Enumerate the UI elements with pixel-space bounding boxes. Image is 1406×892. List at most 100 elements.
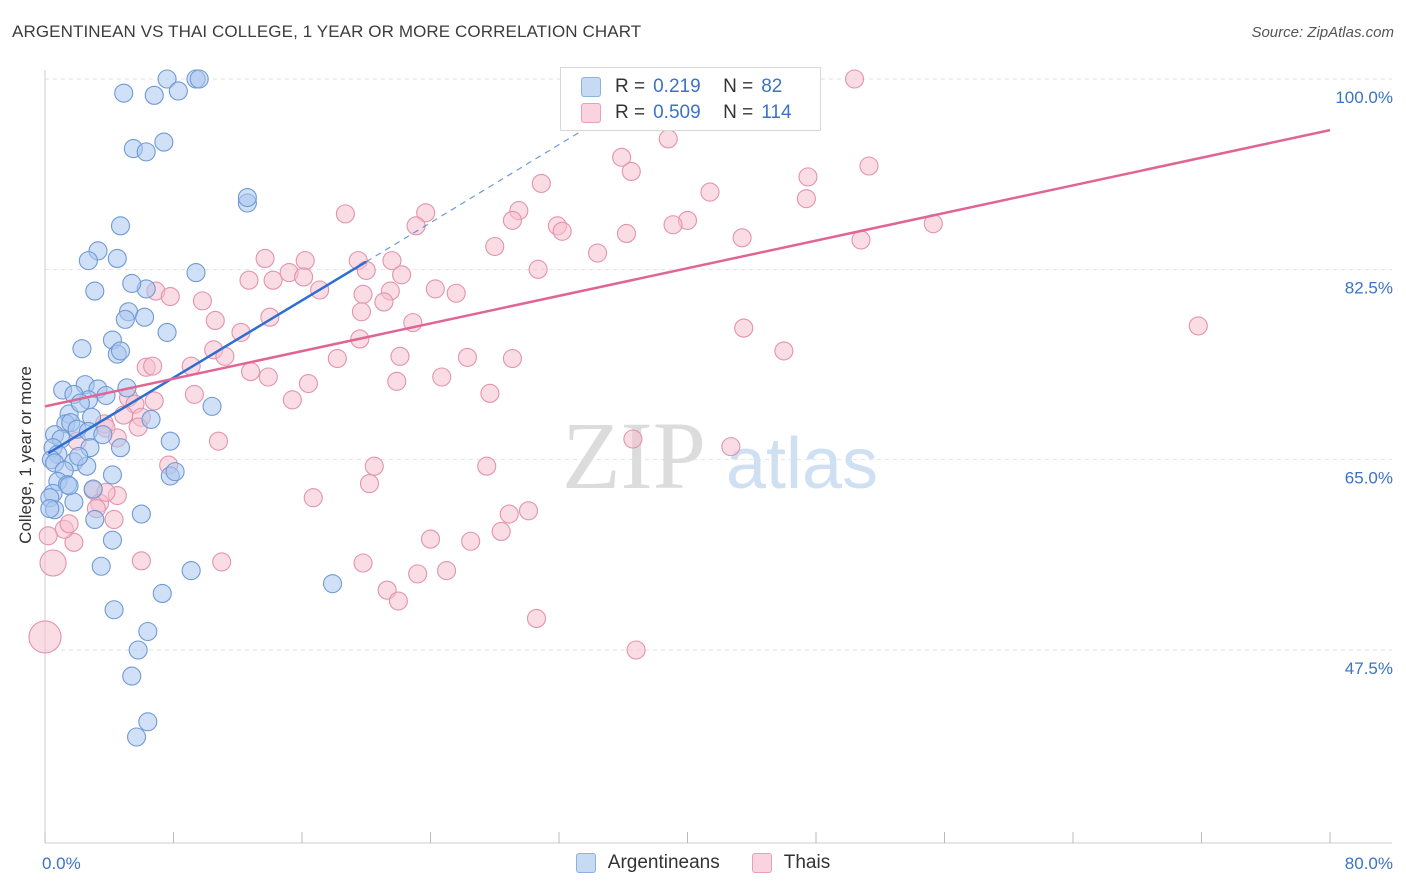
thais-point-18	[616, 223, 637, 243]
argentineans-point-5	[168, 81, 188, 101]
source-label: Source: ZipAtlas.com	[1251, 24, 1394, 41]
thais-point-71	[144, 391, 164, 411]
legend-swatch-thais	[581, 103, 601, 123]
argentineans-point-22	[157, 322, 177, 342]
argentineans-point-77	[40, 499, 60, 519]
argentineans-point-25	[72, 339, 92, 359]
thais-point-45	[351, 302, 371, 322]
argentineans-point-20	[115, 309, 135, 329]
thais-point-44	[205, 310, 225, 331]
thais-point-62	[241, 362, 261, 382]
argentineans-point-78	[59, 476, 79, 496]
thais-point-23	[485, 236, 505, 257]
thais-point-1	[658, 129, 678, 149]
thais-point-92	[518, 501, 539, 521]
argentineans-point-72	[138, 621, 158, 642]
thais-point-43	[192, 291, 212, 311]
argentineans-point-7	[136, 142, 156, 162]
series-name-thais: Thais	[783, 852, 831, 873]
thais-point-57	[457, 347, 477, 367]
thais-point-49	[1188, 316, 1208, 336]
legend-n-label: N =	[723, 76, 754, 97]
thais-point-93	[491, 521, 511, 541]
trend-lines	[44, 90, 1331, 455]
argentineans-point-11	[110, 216, 131, 236]
thais-point-25	[382, 251, 402, 271]
thais-point-97	[212, 552, 232, 572]
thais-point-30	[392, 265, 412, 285]
argentineans-point-8	[154, 132, 174, 152]
thais-point-31	[239, 270, 259, 290]
argentineans-point-73	[128, 640, 148, 660]
thais-point-70	[480, 383, 500, 403]
thais-point-89	[303, 488, 323, 508]
thais-point-26	[295, 251, 315, 271]
thais-point-111	[39, 549, 67, 577]
legend-swatch-argentineans	[581, 77, 601, 97]
axes	[44, 70, 1392, 844]
legend-n-value-thais: 114	[761, 102, 792, 123]
thais-point-84	[477, 456, 497, 476]
thais-point-16	[663, 215, 683, 235]
watermark: ZIP atlas	[562, 402, 878, 509]
thais-point-98	[131, 551, 151, 571]
thais-point-69	[282, 390, 302, 410]
argentineans-point-10	[237, 188, 257, 208]
thais-point-50	[774, 341, 794, 361]
thais-point-109	[626, 640, 646, 660]
thais-point-32	[263, 270, 283, 290]
thais-point-56	[390, 346, 410, 366]
thais-points	[28, 69, 1208, 660]
thais-point-0	[844, 69, 865, 89]
thais-point-83	[364, 456, 384, 476]
argentineans-point-71	[104, 600, 124, 620]
series-legend-argentineans[interactable]: Argentineans	[575, 852, 720, 874]
series-swatch-thais	[751, 853, 772, 873]
thais-point-7	[700, 182, 720, 202]
thais-point-94	[461, 531, 481, 551]
legend-r-value-argentineans: 0.219	[653, 76, 701, 97]
argentineans-point-14	[107, 248, 127, 269]
thais-point-108	[437, 561, 457, 581]
argentineans-point-16	[85, 281, 105, 301]
legend-r-label: R =	[615, 102, 646, 123]
argentineans-point-50	[110, 438, 131, 458]
argentineans-point-0	[157, 69, 177, 89]
thais-point-40	[160, 286, 180, 307]
thais-point-107	[388, 591, 408, 611]
argentineans-point-15	[186, 263, 206, 283]
argentineans-point-65	[85, 509, 105, 530]
thais-point-55	[327, 348, 347, 369]
y-tick-label-2: 65.0%	[1345, 469, 1393, 488]
thais-point-103	[104, 509, 124, 530]
thais-trend-line	[44, 128, 1331, 408]
thais-point-82	[721, 437, 741, 457]
argentineans-point-37	[141, 409, 161, 429]
thais-point-5	[798, 167, 818, 187]
thais-point-67	[184, 384, 204, 404]
series-legend: Argentineans Thais	[0, 852, 1406, 874]
thais-point-12	[502, 210, 522, 230]
thais-point-58	[502, 348, 522, 369]
thais-point-90	[499, 504, 519, 524]
thais-point-28	[528, 259, 548, 279]
argentineans-point-76	[127, 727, 147, 747]
thais-point-42	[374, 292, 394, 312]
thais-point-8	[796, 189, 816, 209]
legend-r-value-thais: 0.509	[653, 102, 701, 123]
thais-point-65	[432, 367, 452, 387]
watermark-atlas: atlas	[726, 424, 878, 504]
thais-point-11	[416, 203, 436, 223]
legend-n-label: N =	[723, 102, 754, 123]
argentineans-point-68	[181, 561, 201, 581]
argentineans-point-18	[122, 273, 142, 294]
series-legend-thais[interactable]: Thais	[751, 852, 831, 874]
tick-labels: 100.0% 82.5% 65.0% 47.5% 0.0% 80.0%	[42, 88, 1393, 873]
thais-point-21	[732, 228, 752, 248]
argentineans-point-21	[135, 307, 155, 327]
thais-point-61	[143, 356, 163, 376]
thais-point-22	[587, 243, 608, 263]
argentineans-point-58	[165, 462, 185, 482]
argentineans-point-26	[110, 341, 131, 361]
